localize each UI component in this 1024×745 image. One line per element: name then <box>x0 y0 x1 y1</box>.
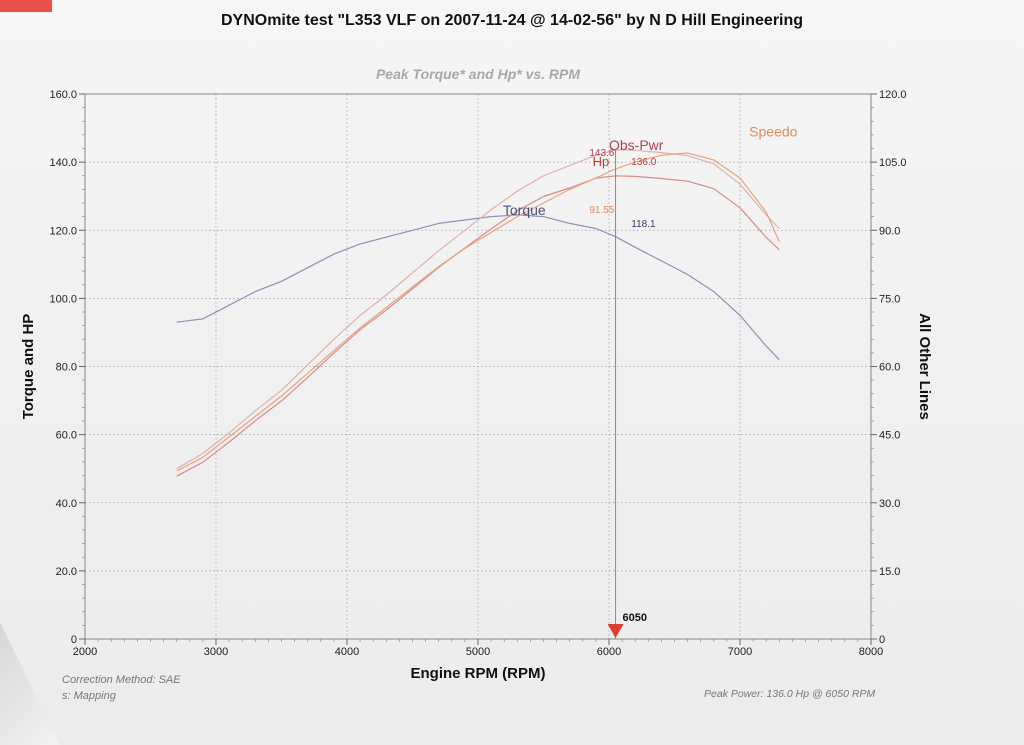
series-line-obs-pwr <box>176 149 780 470</box>
y-tick-label: 120.0 <box>49 225 77 237</box>
y2-tick-label: 90.0 <box>879 225 900 237</box>
correction-method-text: Correction Method: SAE <box>62 674 181 686</box>
y2-tick-label: 30.0 <box>879 498 900 510</box>
value-annotation: Hp <box>593 154 610 169</box>
x-tick-label: 4000 <box>335 646 359 658</box>
x-axis-title: Engine RPM (RPM) <box>411 665 546 682</box>
y-tick-label: 40.0 <box>56 498 77 510</box>
y2-tick-label: 60.0 <box>879 362 900 374</box>
y-tick-label: 140.0 <box>49 157 77 169</box>
y2-tick-label: 75.0 <box>879 293 900 305</box>
cursor-marker[interactable] <box>607 624 624 638</box>
page-title: DYNOmite test "L353 VLF on 2007-11-24 @ … <box>220 12 804 29</box>
series-lines <box>176 149 780 639</box>
value-annotation: 143.6 <box>589 148 614 159</box>
x-tick-label: 2000 <box>73 646 97 658</box>
corner-tab <box>0 0 52 12</box>
y-tick-label: 20.0 <box>56 566 77 578</box>
series-label-obs-pwr: Obs-Pwr <box>609 137 664 153</box>
y2-tick-label: 0 <box>879 634 885 646</box>
y-tick-label: 80.0 <box>56 362 77 374</box>
series-line-speedo <box>176 152 780 472</box>
peak-power-text: Peak Power: 136.0 Hp @ 6050 RPM <box>704 688 876 700</box>
grid <box>85 94 871 639</box>
y-tick-label: 160.0 <box>49 89 77 101</box>
y-tick-label: 100.0 <box>49 293 77 305</box>
y2-tick-label: 120.0 <box>879 89 907 101</box>
y2-tick-label: 45.0 <box>879 430 900 442</box>
value-annotation: 136.0 <box>631 157 656 168</box>
y-tick-label: 0 <box>71 634 77 646</box>
x-tick-label: 5000 <box>466 646 490 658</box>
y2-axis-title: All Other Lines <box>916 313 933 420</box>
y2-tick-label: 15.0 <box>879 566 900 578</box>
value-annotation: 91.55 <box>589 205 614 216</box>
series-line-torque <box>176 214 780 361</box>
value-annotation: 118.1 <box>631 219 656 230</box>
cursor-rpm-label: 6050 <box>623 612 647 624</box>
x-tick-label: 7000 <box>728 646 752 658</box>
x-tick-label: 6000 <box>597 646 621 658</box>
series-line-hp <box>176 175 780 477</box>
series-label-torque: Torque <box>503 202 546 218</box>
y-tick-label: 60.0 <box>56 430 77 442</box>
x-tick-label: 8000 <box>859 646 883 658</box>
chart-subtitle: Peak Torque* and Hp* vs. RPM <box>376 66 580 82</box>
series-label-speedo: Speedo <box>749 124 797 140</box>
chart-labels: Peak Torque* and Hp* vs. RPM Engine RPM (… <box>20 66 933 682</box>
y-axis-title: Torque and HP <box>20 314 37 420</box>
x-tick-label: 3000 <box>204 646 228 658</box>
axes: 2000 3000 4000 5000 6000 7000 8000020.040.060.… <box>49 89 906 658</box>
y2-tick-label: 105.0 <box>879 157 907 169</box>
mapping-text: s: Mapping <box>62 690 116 702</box>
